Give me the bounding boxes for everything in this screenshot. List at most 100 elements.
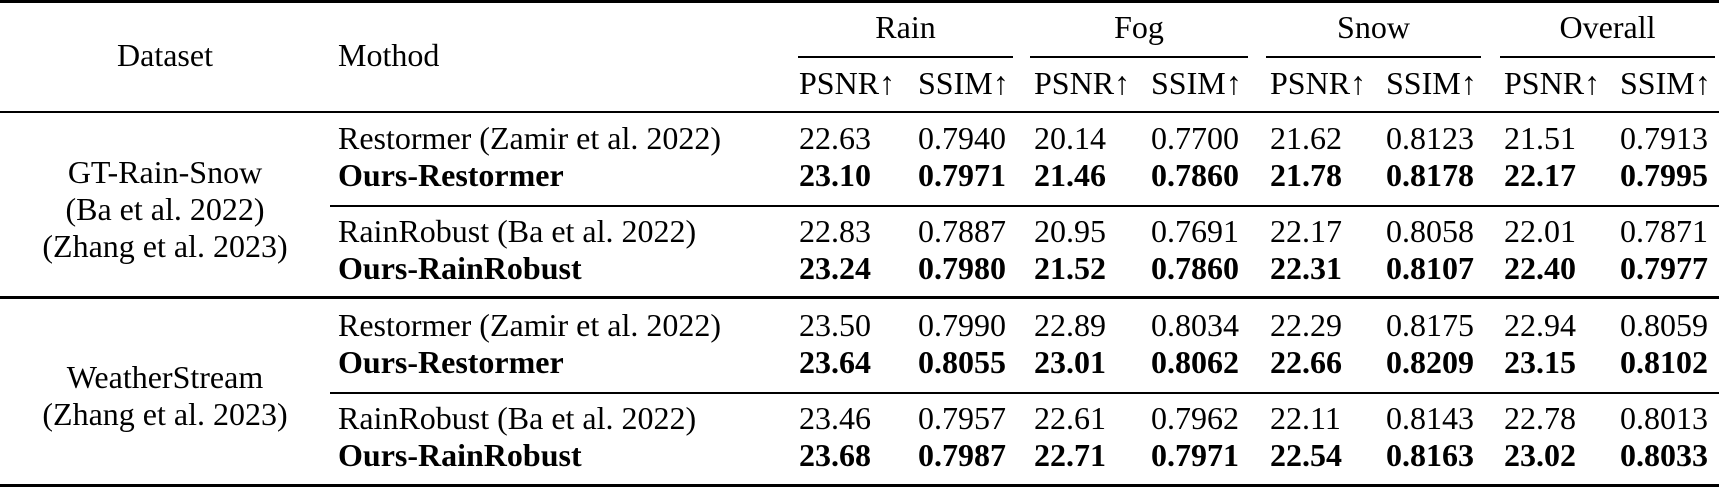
- metric-value: 22.17: [1504, 157, 1576, 193]
- group-underline: [1500, 56, 1715, 58]
- header-group-rain: Rain: [875, 9, 936, 45]
- metric-value: 0.8058: [1386, 213, 1474, 249]
- header-metric-ssim: SSIM↑: [1151, 65, 1242, 101]
- metric-value: 0.7977: [1620, 250, 1708, 286]
- method-name: Ours-RainRobust: [338, 437, 582, 473]
- header-group-overall: Overall: [1559, 9, 1656, 45]
- header-metric-ssim: SSIM↑: [918, 65, 1009, 101]
- bottom-rule: [0, 484, 1719, 487]
- metric-value: 23.64: [799, 344, 871, 380]
- metric-value: 0.7962: [1151, 400, 1239, 436]
- metric-value: 22.11: [1270, 400, 1341, 436]
- metric-value: 22.94: [1504, 307, 1576, 343]
- dataset-name: GT-Rain-Snow: [67, 153, 263, 190]
- top-rule: [0, 0, 1719, 3]
- dataset-name: (Zhang et al. 2023): [42, 227, 288, 264]
- header-method: Mothod: [338, 37, 440, 73]
- metric-value: 23.15: [1504, 344, 1576, 380]
- row-group-separator: [330, 392, 1719, 394]
- dataset-name: WeatherStream: [66, 359, 264, 395]
- header-metric-ssim: SSIM↑: [1386, 65, 1477, 101]
- header-metric-psnr: PSNR↑: [799, 65, 896, 101]
- header-group-snow: Snow: [1337, 9, 1410, 45]
- metric-value: 0.7860: [1151, 250, 1239, 286]
- metric-value: 0.7691: [1151, 213, 1239, 249]
- metric-value: 0.8209: [1386, 344, 1474, 380]
- group-underline: [1030, 56, 1248, 58]
- metric-value: 0.7860: [1151, 157, 1239, 193]
- header-metric-psnr: PSNR↑: [1034, 65, 1131, 101]
- metric-value: 0.8034: [1151, 307, 1239, 343]
- method-name: RainRobust (Ba et al. 2022): [338, 213, 697, 249]
- dataset-name: (Ba et al. 2022): [65, 190, 265, 227]
- metric-value: 23.68: [799, 437, 871, 473]
- header-metric-ssim: SSIM↑: [1620, 65, 1711, 101]
- metric-value: 0.8175: [1386, 307, 1474, 343]
- method-name: Ours-RainRobust: [338, 250, 582, 286]
- metric-value: 0.7980: [918, 250, 1006, 286]
- metric-value: 0.8062: [1151, 344, 1239, 380]
- metric-value: 22.83: [799, 213, 871, 249]
- metric-value: 21.51: [1504, 120, 1576, 156]
- header-rule: [0, 111, 1719, 113]
- metric-value: 0.7913: [1620, 120, 1708, 156]
- group-underline: [1266, 56, 1481, 58]
- header-metric-psnr: PSNR↑: [1504, 65, 1601, 101]
- metric-value: 0.7957: [918, 400, 1006, 436]
- metric-value: 0.7871: [1620, 213, 1708, 249]
- metric-value: 0.8059: [1620, 307, 1708, 343]
- metric-value: 22.40: [1504, 250, 1576, 286]
- metric-value: 23.10: [799, 157, 871, 193]
- metric-value: 22.61: [1034, 400, 1106, 436]
- metric-value: 21.46: [1034, 157, 1106, 193]
- metric-value: 22.66: [1270, 344, 1342, 380]
- metric-value: 22.71: [1034, 437, 1106, 473]
- metric-value: 20.14: [1034, 120, 1106, 156]
- metric-value: 0.7887: [918, 213, 1006, 249]
- header-group-fog: Fog: [1114, 9, 1164, 45]
- metric-value: 0.8178: [1386, 157, 1474, 193]
- metric-value: 22.63: [799, 120, 871, 156]
- metric-value: 22.54: [1270, 437, 1342, 473]
- metric-value: 22.17: [1270, 213, 1342, 249]
- metric-value: 0.8107: [1386, 250, 1474, 286]
- metric-value: 0.7940: [918, 120, 1006, 156]
- metric-value: 0.8013: [1620, 400, 1708, 436]
- metric-value: 22.31: [1270, 250, 1342, 286]
- block-rule: [0, 296, 1719, 299]
- metric-value: 0.8123: [1386, 120, 1474, 156]
- metric-value: 0.7971: [1151, 437, 1239, 473]
- metric-value: 23.01: [1034, 344, 1106, 380]
- metric-value: 0.8143: [1386, 400, 1474, 436]
- group-underline: [798, 56, 1013, 58]
- header-metric-psnr: PSNR↑: [1270, 65, 1367, 101]
- metric-value: 0.8055: [918, 344, 1006, 380]
- header-dataset: Dataset: [117, 37, 213, 73]
- method-name: Restormer (Zamir et al. 2022): [338, 120, 721, 156]
- row-group-separator: [330, 205, 1719, 207]
- metric-value: 0.8102: [1620, 344, 1708, 380]
- metric-value: 21.62: [1270, 120, 1342, 156]
- method-name: Ours-Restormer: [338, 344, 564, 380]
- metric-value: 22.89: [1034, 307, 1106, 343]
- metric-value: 21.52: [1034, 250, 1106, 286]
- method-name: RainRobust (Ba et al. 2022): [338, 400, 697, 436]
- metric-value: 22.29: [1270, 307, 1342, 343]
- metric-value: 23.50: [799, 307, 871, 343]
- metric-value: 22.01: [1504, 213, 1576, 249]
- method-name: Ours-Restormer: [338, 157, 564, 193]
- metric-value: 20.95: [1034, 213, 1106, 249]
- metric-value: 0.7990: [918, 307, 1006, 343]
- metric-value: 23.02: [1504, 437, 1576, 473]
- metric-value: 0.8033: [1620, 437, 1708, 473]
- metric-value: 0.7995: [1620, 157, 1708, 193]
- metric-value: 22.78: [1504, 400, 1576, 436]
- metric-value: 21.78: [1270, 157, 1342, 193]
- metric-value: 0.7700: [1151, 120, 1239, 156]
- metric-value: 0.7987: [918, 437, 1006, 473]
- metric-value: 23.46: [799, 400, 871, 436]
- metric-value: 23.24: [799, 250, 871, 286]
- metric-value: 0.8163: [1386, 437, 1474, 473]
- method-name: Restormer (Zamir et al. 2022): [338, 307, 721, 343]
